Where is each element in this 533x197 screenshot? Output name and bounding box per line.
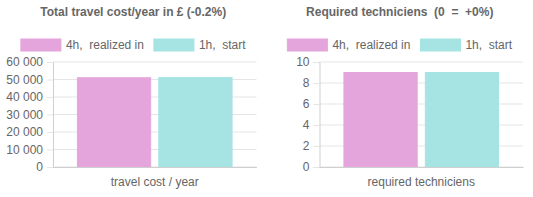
tick-label: 60 000 xyxy=(6,55,43,69)
grid-line xyxy=(53,62,257,63)
tick-mark xyxy=(47,62,53,63)
tick-mark xyxy=(314,104,320,105)
bars xyxy=(77,78,232,167)
bar xyxy=(344,73,417,168)
title: Required techniciens (0 = +0%) xyxy=(306,5,493,19)
tick: travel cost / year xyxy=(111,175,199,189)
plot: 0 2 4 6 8 10 required techniciens xyxy=(296,55,523,188)
x-axis: required techniciens xyxy=(320,168,524,189)
tick-label: 50 000 xyxy=(6,73,43,87)
tick-label: travel cost / year xyxy=(111,175,199,189)
legend-swatch xyxy=(21,39,61,51)
tick-label: 2 xyxy=(303,139,310,153)
tick-mark xyxy=(314,146,320,147)
grid-line xyxy=(320,62,524,63)
tick-mark xyxy=(314,62,320,63)
legend: 4h, realized in 1h, start xyxy=(287,38,512,52)
tick-label: 4 xyxy=(303,118,310,132)
tick-label: 20 000 xyxy=(6,125,43,139)
legend: 4h, realized in 1h, start xyxy=(21,38,246,52)
bar xyxy=(425,73,498,168)
axis-line xyxy=(314,63,321,168)
tick-label: 10 000 xyxy=(6,143,43,157)
tick: 60 000 xyxy=(6,55,53,69)
tick-label: 10 xyxy=(296,55,310,69)
tick-label: required techniciens xyxy=(368,175,475,189)
tick-mark xyxy=(47,80,53,81)
legend-label: 4h, realized in xyxy=(332,38,410,52)
tick: 4 xyxy=(303,118,320,132)
axis-line xyxy=(54,167,258,168)
grid xyxy=(53,62,257,167)
tick-mark xyxy=(314,167,320,168)
chart: Total travel cost/year in £ (-0.2%) 4h, r… xyxy=(6,5,257,189)
tick: 0 xyxy=(36,160,53,174)
tick-label: 6 xyxy=(303,97,310,111)
y-axis: 0 10 000 20 000 30 000 40 000 50 000 60 000 xyxy=(6,55,53,174)
legend-item: 4h, realized in xyxy=(287,38,410,52)
legend-item: 4h, realized in xyxy=(21,38,144,52)
tick-label: 0 xyxy=(36,160,43,174)
tick-mark xyxy=(47,132,53,133)
x-axis: travel cost / year xyxy=(54,168,258,189)
legend-swatch xyxy=(420,39,460,51)
tick: 30 000 xyxy=(6,108,53,122)
legend-item: 1h, start xyxy=(420,38,512,52)
tick-mark xyxy=(314,125,320,126)
legend-label: 1h, start xyxy=(465,38,512,52)
bar xyxy=(159,78,232,167)
tick: 10 xyxy=(296,55,319,69)
tick: 50 000 xyxy=(6,73,53,87)
tick-mark xyxy=(47,115,53,116)
tick-label: 30 000 xyxy=(6,108,43,122)
title: Total travel cost/year in £ (-0.2%) xyxy=(40,5,226,19)
grid xyxy=(320,62,524,167)
tick-mark xyxy=(314,83,320,84)
tick-mark xyxy=(47,167,53,168)
tick-label: 40 000 xyxy=(6,90,43,104)
plot: 0 10 000 20 000 30 000 40 000 50 000 60 000 tra… xyxy=(6,55,257,188)
tick: 2 xyxy=(303,139,320,153)
tick: 8 xyxy=(303,76,320,90)
tick-label: 0 xyxy=(303,160,310,174)
tick: 10 000 xyxy=(6,143,53,157)
legend-label: 1h, start xyxy=(199,38,246,52)
axis-line xyxy=(320,167,524,168)
bar xyxy=(77,78,150,167)
tick: 20 000 xyxy=(6,125,53,139)
tick: 6 xyxy=(303,97,320,111)
tick: 40 000 xyxy=(6,90,53,104)
axis-line xyxy=(47,63,54,168)
canvas: Total travel cost/year in £ (-0.2%) 4h, r… xyxy=(0,0,533,197)
legend-swatch xyxy=(154,39,194,51)
bars xyxy=(344,73,499,168)
tick: 0 xyxy=(303,160,320,174)
legend-swatch xyxy=(287,39,327,51)
tick: required techniciens xyxy=(368,175,475,189)
y-axis: 0 2 4 6 8 10 xyxy=(296,55,320,174)
tick-label: 8 xyxy=(303,76,310,90)
legend-label: 4h, realized in xyxy=(66,38,144,52)
tick-mark xyxy=(47,150,53,151)
tick-mark xyxy=(47,97,53,98)
legend-item: 1h, start xyxy=(154,38,246,52)
chart: Required techniciens (0 = +0%) 4h, realiz… xyxy=(287,5,523,189)
